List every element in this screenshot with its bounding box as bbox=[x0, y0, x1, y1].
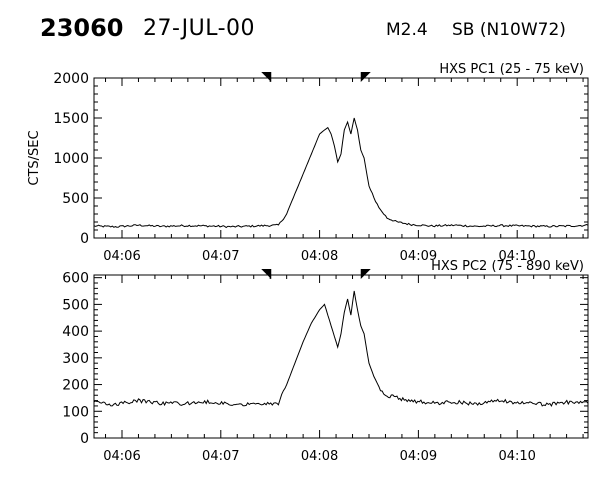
y-tick-label: 0 bbox=[80, 231, 89, 247]
y-tick-label: 0 bbox=[80, 431, 89, 447]
x-tick-label: 04:06 bbox=[103, 449, 140, 464]
x-tick-label: 04:06 bbox=[103, 249, 140, 264]
x-tick-label: 04:10 bbox=[498, 449, 535, 464]
y-tick-label: 100 bbox=[62, 404, 89, 420]
y-tick-label: 400 bbox=[62, 324, 89, 340]
y-tick-label: 1000 bbox=[53, 151, 89, 167]
chart-panel-2: 04:06 04:07 04:08 04:09 04:10 0 100 200 300 400 50… bbox=[62, 259, 589, 464]
event-date: 27-JUL-00 bbox=[143, 16, 256, 41]
chart-panel-1: 04:06 04:07 04:08 04:09 04:10 0 500 1000 1500 200… bbox=[27, 62, 589, 264]
plot-frame bbox=[93, 77, 589, 239]
series-line bbox=[93, 117, 589, 229]
time-marker-triangle bbox=[360, 269, 371, 279]
x-tick-label: 04:10 bbox=[498, 249, 535, 264]
x-tick-label: 04:07 bbox=[202, 449, 239, 464]
panel-title: HXS PC1 (25 - 75 keV) bbox=[439, 62, 584, 77]
series-line bbox=[93, 290, 589, 407]
time-marker-triangle bbox=[261, 269, 272, 279]
x-tick-label: 04:08 bbox=[301, 249, 338, 264]
x-tick-label: 04:08 bbox=[301, 449, 338, 464]
time-marker-triangle bbox=[360, 72, 371, 82]
y-tick-label: 1500 bbox=[53, 111, 89, 127]
y-tick-label: 600 bbox=[62, 271, 89, 287]
time-marker-triangle bbox=[261, 72, 272, 82]
y-tick-label: 200 bbox=[62, 378, 89, 394]
y-tick-label: 500 bbox=[62, 191, 89, 207]
y-tick-label: 500 bbox=[62, 297, 89, 313]
event-id: 23060 bbox=[40, 14, 124, 42]
x-tick-label: 04:09 bbox=[400, 249, 437, 264]
plot-frame bbox=[93, 274, 589, 439]
flare-location: SB (N10W72) bbox=[452, 20, 566, 40]
y-tick-label: 300 bbox=[62, 351, 89, 367]
flare-class: M2.4 bbox=[386, 20, 428, 40]
y-axis-label: CTS/SEC bbox=[27, 130, 42, 185]
x-tick-label: 04:09 bbox=[400, 449, 437, 464]
x-tick-label: 04:07 bbox=[202, 249, 239, 264]
y-tick-label: 2000 bbox=[53, 71, 89, 87]
panel-title: HXS PC2 (75 - 890 keV) bbox=[431, 259, 584, 274]
